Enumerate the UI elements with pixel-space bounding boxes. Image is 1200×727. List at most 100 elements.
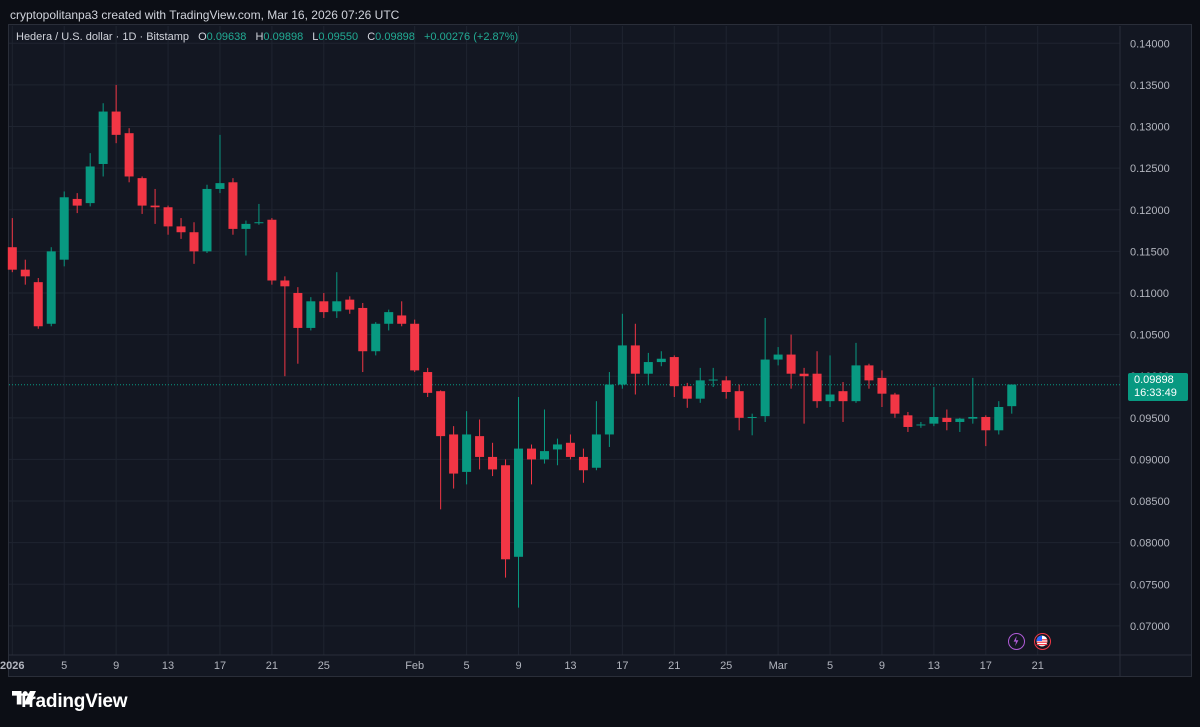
close-value: 0.09898	[375, 31, 415, 43]
candle-body	[293, 292, 303, 328]
candle-body	[565, 442, 575, 457]
x-tick-label: 21	[266, 660, 278, 672]
candle-body	[202, 188, 212, 252]
candle-body	[20, 269, 30, 277]
candle-body	[358, 307, 368, 352]
candle-body	[552, 444, 562, 450]
low-label: L	[312, 31, 319, 43]
candle-body	[98, 111, 108, 164]
candle-body	[436, 391, 446, 437]
lightning-icon[interactable]	[1008, 633, 1025, 650]
candle-body	[280, 280, 290, 287]
x-tick-label: 13	[162, 660, 174, 672]
candle-body	[578, 456, 588, 471]
candle-body	[747, 416, 757, 418]
tradingview-logo[interactable]: TradingView	[12, 691, 128, 713]
x-tick-label: 5	[61, 660, 67, 672]
x-tick-label: 25	[318, 660, 330, 672]
candle-body	[981, 416, 991, 431]
candle-body	[449, 434, 459, 474]
chart-frame[interactable]	[8, 24, 1192, 677]
x-tick-label: 5	[464, 660, 470, 672]
x-tick-label: 5	[827, 660, 833, 672]
candle-body	[682, 386, 692, 399]
candle-body	[669, 357, 679, 387]
candle-body	[176, 226, 186, 233]
candle-body	[163, 207, 173, 227]
candle-body	[890, 394, 900, 414]
y-tick-label: 0.13000	[1130, 122, 1170, 134]
candle-body	[903, 415, 913, 427]
open-value: 0.09638	[206, 31, 247, 43]
candle-body	[306, 301, 316, 328]
x-tick-label: 9	[113, 660, 119, 672]
candle-body	[319, 301, 329, 313]
candle-body	[721, 380, 731, 393]
chart-credit: cryptopolitanpa3 created with TradingVie…	[10, 8, 400, 22]
candle-body	[825, 394, 835, 402]
candle-body	[7, 247, 17, 270]
candle-body	[734, 391, 744, 418]
y-tick-label: 0.11000	[1130, 288, 1169, 300]
candle-body	[916, 424, 926, 426]
y-tick-label: 0.12500	[1130, 163, 1170, 175]
candle-body	[955, 418, 965, 422]
candle-body	[137, 178, 147, 206]
x-tick-label: 21	[1032, 660, 1044, 672]
candle-body	[488, 456, 498, 470]
candle-body	[643, 362, 653, 374]
candle-body	[527, 448, 536, 460]
candle-body	[150, 205, 160, 208]
candle-body	[59, 197, 69, 260]
x-tick-label: 17	[616, 660, 628, 672]
change-value: +0.00276 (+2.87%)	[423, 31, 519, 43]
x-tick-label: 13	[564, 660, 576, 672]
high-label: H	[255, 31, 264, 43]
candle-body	[514, 448, 524, 557]
candle-body	[539, 451, 549, 460]
close-label: C	[367, 31, 376, 43]
candle-body	[241, 223, 251, 229]
us-flag-icon[interactable]	[1034, 633, 1051, 650]
candle-body	[929, 416, 939, 424]
x-tick-label: 25	[720, 660, 732, 672]
x-tick-label: 17	[214, 660, 226, 672]
x-tick-label: 13	[928, 660, 940, 672]
candle-body	[877, 377, 887, 394]
candle-body	[968, 416, 978, 419]
candle-body	[994, 406, 1004, 431]
candle-body	[46, 251, 56, 324]
y-tick-label: 0.09500	[1130, 413, 1170, 425]
y-tick-label: 0.14000	[1130, 38, 1170, 50]
y-tick-label: 0.11500	[1130, 246, 1169, 258]
candle-body	[501, 465, 511, 560]
candle-body	[760, 359, 770, 417]
candle-body	[254, 222, 264, 224]
candle-body	[812, 373, 822, 402]
candle-body	[345, 299, 355, 310]
x-tick-label: 9	[879, 660, 885, 672]
x-tick-label: Mar	[769, 660, 788, 672]
candle-body	[228, 182, 238, 229]
low-value: 0.09550	[318, 31, 359, 43]
candle-body	[423, 372, 433, 393]
y-tick-label: 0.10500	[1130, 330, 1170, 342]
x-tick-label: 9	[515, 660, 521, 672]
y-tick-label: 0.08500	[1130, 496, 1170, 508]
candle-body	[475, 436, 485, 457]
candle-body	[124, 133, 134, 177]
tradingview-brand: TradingView	[18, 691, 128, 712]
candle-body	[462, 434, 472, 472]
candle-body	[33, 282, 43, 327]
y-tick-label: 0.08000	[1130, 538, 1170, 550]
candle-body	[617, 345, 627, 385]
candle-body	[708, 379, 718, 381]
candle-body	[267, 219, 277, 281]
candle-body	[85, 166, 95, 204]
high-value: 0.09898	[263, 31, 304, 43]
open-label: O	[198, 31, 207, 43]
last-price-value: 0.09898	[1134, 374, 1174, 386]
candle-body	[215, 183, 225, 189]
footer-bar	[0, 677, 1200, 727]
